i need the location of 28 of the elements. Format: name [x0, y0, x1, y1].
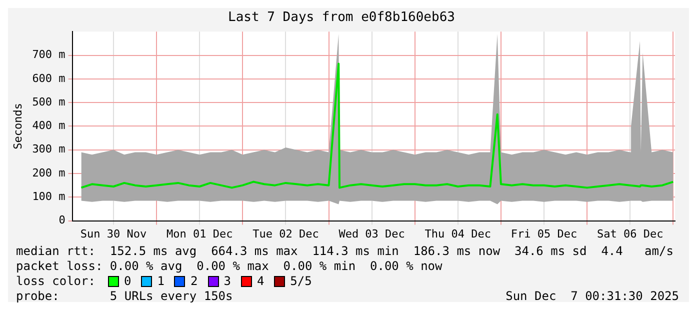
- x-tick-label: Sat 06 Dec: [596, 227, 664, 240]
- text: 3: [224, 274, 231, 289]
- chart-title: Last 7 Days from e0f8b160eb63: [228, 10, 455, 26]
- x-tick-label: Thu 04 Dec: [424, 227, 492, 240]
- x-tick-label: Sun 30 Nov: [80, 227, 147, 240]
- y-tick-label: 100 m: [32, 190, 66, 204]
- x-tick-label: Fri 05 Dec: [510, 227, 578, 240]
- text: 4: [256, 274, 264, 289]
- y-tick-label: 400 m: [32, 119, 66, 132]
- text: 2: [190, 274, 198, 289]
- x-tick-label: Mon 01 Dec: [166, 227, 233, 240]
- text: probe: 5 URLs every 150s: [16, 289, 233, 304]
- y-tick-label: 0: [58, 214, 66, 227]
- x-tick-label: Wed 03 Dec: [338, 227, 405, 240]
- text: 0: [124, 274, 132, 289]
- text: packet loss: 0.00 % avg 0.00 % max 0.00 % min 0.00 % now: [16, 259, 444, 274]
- y-tick-label: 300 m: [32, 142, 66, 156]
- y-tick-label: 200 m: [32, 166, 66, 180]
- y-tick-label: 600 m: [32, 72, 66, 85]
- x-tick-label: Tue 02 Dec: [252, 227, 319, 240]
- text: median rtt: 152.5 ms avg 664.3 ms max 114.3 ms min 186.3 ms now 34.6 ms sd 4.4 am/s: [16, 244, 674, 259]
- y-axis-title: Seconds: [11, 103, 24, 150]
- text: Sun Dec 7 00:31:30 2025: [506, 289, 679, 304]
- text: 5/5: [290, 274, 312, 289]
- y-tick-label: 500 m: [32, 95, 66, 108]
- y-tick-label: 700 m: [32, 48, 66, 62]
- text: loss color:: [16, 274, 96, 289]
- text: 1: [157, 274, 164, 289]
